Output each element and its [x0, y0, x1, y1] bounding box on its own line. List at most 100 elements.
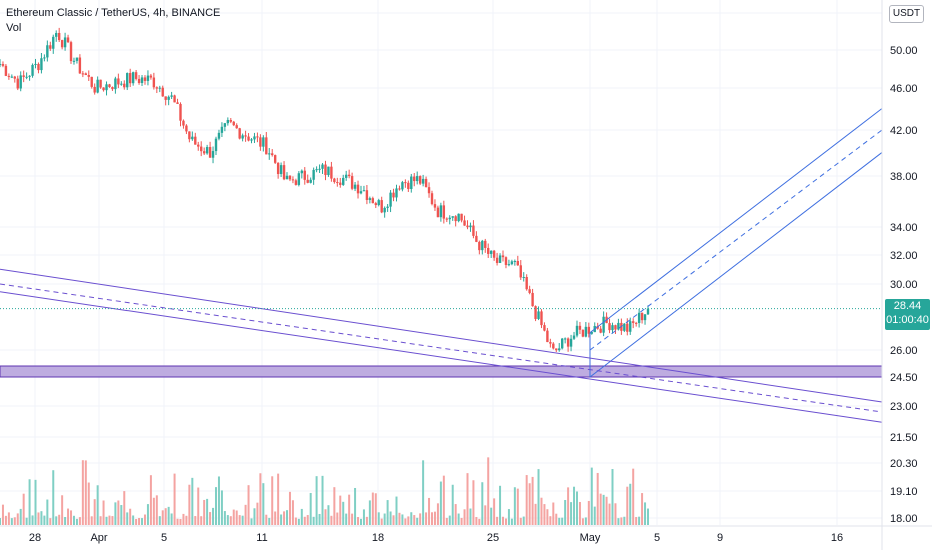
candle-body	[342, 177, 345, 185]
candle-body	[436, 207, 440, 218]
volume-bar	[324, 509, 327, 525]
volume-bar	[407, 516, 410, 525]
volume-bar	[215, 487, 217, 525]
volume-bar	[380, 518, 383, 525]
volume-bar	[271, 476, 274, 525]
volume-bar	[354, 487, 357, 525]
candle-body	[504, 257, 508, 265]
candle-body	[164, 96, 167, 100]
volume-bar	[188, 484, 191, 525]
candle-body	[1, 64, 5, 66]
candle-body	[575, 325, 579, 336]
candle-body	[528, 289, 531, 293]
trendline-drawings[interactable]	[0, 108, 883, 423]
volume-bar	[185, 515, 188, 525]
candle-body	[525, 276, 528, 290]
volume-bar	[158, 516, 161, 525]
candle-body	[191, 136, 194, 140]
volume-bar	[620, 517, 623, 525]
candle-body	[205, 147, 209, 154]
candle-body	[401, 182, 404, 190]
volume-bar	[389, 511, 392, 525]
volume-indicator-label[interactable]: Vol	[6, 22, 22, 34]
volume-bar	[531, 476, 534, 525]
candle-body	[143, 77, 147, 81]
volume-bar	[87, 482, 90, 525]
candle-body	[60, 40, 64, 48]
volume-bar	[404, 518, 407, 525]
time-axis[interactable]: 28 Apr 5 11 18 25 May 5 9 16	[0, 525, 932, 544]
volume-bar	[96, 485, 99, 525]
volume-bar	[13, 517, 16, 525]
candle-body	[469, 225, 472, 228]
candle-body	[380, 200, 383, 213]
candle-body	[558, 348, 561, 351]
currency-button[interactable]: USDT	[889, 5, 924, 23]
volume-bar	[93, 499, 96, 525]
candle-body	[398, 188, 401, 190]
volume-bar	[84, 460, 87, 525]
price-tick-label: 20.30	[890, 458, 918, 470]
volume-bar	[303, 516, 306, 525]
candle-body	[472, 225, 475, 236]
volume-bar	[478, 518, 481, 525]
price-tick-label: 18.00	[890, 513, 918, 525]
candle-body	[46, 45, 49, 58]
candle-body	[211, 151, 215, 158]
volume-bar	[176, 518, 179, 525]
candle-body	[268, 153, 271, 155]
candle-body	[324, 164, 327, 176]
candle-body	[194, 136, 197, 145]
candle-body	[117, 78, 120, 85]
candle-body	[52, 36, 55, 49]
candle-body	[614, 325, 617, 330]
candle-body	[108, 84, 111, 88]
volume-bar	[416, 517, 419, 525]
volume-bar	[306, 515, 309, 525]
volume-bar	[428, 497, 431, 525]
candle-body	[208, 147, 212, 158]
candle-body	[262, 137, 265, 147]
price-axis[interactable]: 54.0050.0046.0042.0038.0034.0032.0030.00…	[881, 0, 918, 550]
candle-body	[259, 137, 262, 147]
volume-bar	[244, 504, 247, 525]
time-tick-label: 9	[717, 532, 723, 544]
symbol-title[interactable]: Ethereum Classic / TetherUS, 4h, BINANCE	[6, 7, 221, 19]
volume-bar	[359, 518, 362, 525]
volume-bar	[469, 508, 472, 525]
volume-bar	[49, 518, 52, 525]
candle-body	[158, 87, 161, 89]
candle-body	[451, 216, 454, 218]
volume-bar	[342, 501, 345, 525]
time-tick-label: May	[580, 532, 601, 544]
candle-body	[629, 321, 632, 332]
candle-body	[386, 206, 389, 208]
candle-body	[276, 162, 280, 175]
price-tick-label: 30.00	[890, 279, 918, 291]
volume-bar	[67, 508, 70, 525]
falling-channel-upper	[0, 268, 883, 403]
candle-body	[297, 173, 301, 185]
volume-bar	[472, 480, 475, 525]
volume-bar	[265, 514, 268, 525]
candle-body	[602, 316, 605, 333]
candle-body	[173, 95, 176, 103]
candle-body	[19, 75, 22, 89]
candle-body	[229, 119, 232, 122]
volume-bar	[596, 472, 599, 525]
volume-bar	[549, 516, 552, 525]
candle-body	[57, 32, 61, 41]
candle-body	[81, 73, 85, 75]
candle-body	[185, 125, 188, 132]
volume-bar	[336, 512, 339, 525]
volume-bar	[581, 518, 584, 525]
volume-bar	[55, 516, 58, 525]
candle-body	[28, 75, 31, 77]
candle-body	[416, 176, 419, 182]
candle-body	[102, 87, 105, 91]
candle-body	[377, 200, 380, 206]
volume-bar	[365, 516, 368, 525]
volume-bar	[445, 517, 448, 525]
candle-body	[513, 260, 517, 262]
